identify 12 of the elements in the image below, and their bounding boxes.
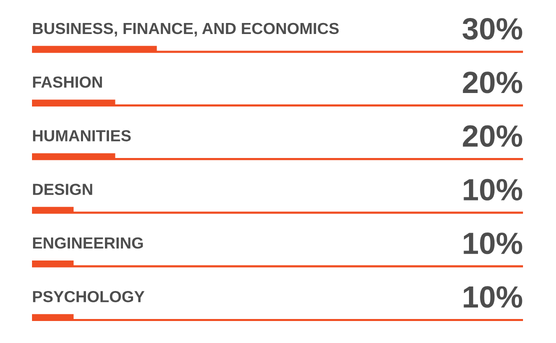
y-tick-label: DESIGN	[33, 184, 92, 196]
data-label: 10%	[464, 178, 522, 201]
data-label: 20%	[462, 125, 522, 147]
y-tick-label: FASHION	[33, 76, 102, 88]
y-tick-label: PSYCHOLOGY	[33, 290, 144, 302]
data-label: 10%	[464, 286, 522, 308]
data-label: 20%	[462, 72, 522, 94]
data-label: 30%	[462, 18, 522, 40]
y-tick-label: BUSINESS, FINANCE, AND ECONOMICS	[33, 22, 339, 36]
data-label: 10%	[464, 232, 522, 254]
y-tick-label: HUMANITIES	[33, 130, 131, 142]
y-tick-label: ENGINEERING	[33, 237, 143, 249]
